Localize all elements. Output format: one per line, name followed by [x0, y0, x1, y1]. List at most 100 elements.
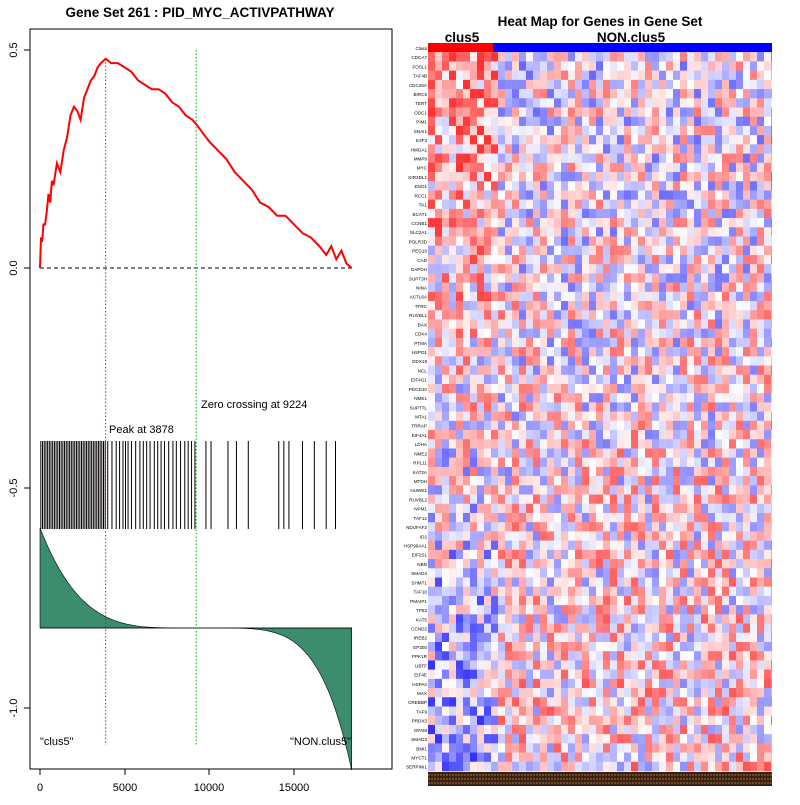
heat-cell: [568, 678, 575, 689]
heat-cell: [736, 291, 743, 302]
heat-cell: [470, 319, 477, 329]
heat-cell: [561, 439, 568, 449]
heat-cell: [722, 365, 729, 376]
heat-cell: [533, 144, 540, 154]
heat-cell: [533, 125, 540, 136]
heat-cell: [477, 356, 484, 366]
heat-cell: [617, 522, 624, 532]
heat-cell: [540, 439, 547, 449]
gene-label: EIF4E: [414, 673, 427, 678]
heat-cell: [645, 549, 652, 560]
heat-cell: [442, 752, 449, 763]
heat-cell: [484, 549, 491, 560]
heat-cell: [659, 605, 666, 615]
heat-cell: [428, 503, 435, 514]
heat-cell: [526, 448, 533, 458]
heat-cell: [624, 641, 631, 652]
heat-cell: [652, 402, 659, 412]
heat-cell: [498, 402, 505, 412]
heat-cell: [575, 218, 582, 228]
heat-cell: [477, 393, 484, 403]
heat-cell: [449, 559, 456, 569]
heat-cell: [526, 715, 533, 726]
heat-cell: [722, 466, 729, 477]
heat-cell: [652, 577, 659, 587]
heat-cell: [540, 337, 547, 348]
heat-cell: [750, 144, 757, 154]
heat-cell: [743, 374, 750, 385]
heat-cell: [491, 761, 498, 772]
heat-cell: [449, 540, 456, 551]
heat-cell: [554, 743, 561, 753]
heat-cell: [428, 190, 435, 200]
heat-cell: [512, 706, 519, 717]
heat-cell: [715, 697, 722, 707]
heat-cell: [526, 319, 533, 329]
heat-cell: [694, 245, 701, 256]
heat-cell: [771, 98, 772, 108]
heat-cell: [708, 559, 715, 569]
heat-cell: [491, 641, 498, 652]
heat-cell: [463, 264, 470, 274]
heat-cell: [610, 577, 617, 587]
heat-cell: [743, 135, 750, 145]
heat-cell: [449, 402, 456, 412]
heat-cell: [673, 512, 680, 523]
heat-cell: [771, 227, 772, 237]
heat-cell: [652, 549, 659, 560]
heat-cell: [533, 641, 540, 652]
heat-cell: [631, 466, 638, 477]
heat-cell: [736, 688, 743, 698]
heat-cell: [673, 273, 680, 283]
heat-cell: [659, 549, 666, 560]
heat-cell: [722, 236, 729, 247]
heat-cell: [603, 236, 610, 247]
heat-cell: [645, 430, 652, 440]
heat-cell: [547, 448, 554, 458]
heat-cell: [575, 52, 582, 62]
heat-cell: [533, 559, 540, 569]
heat-cell: [526, 356, 533, 366]
heat-cell: [694, 337, 701, 348]
heat-cell: [729, 70, 736, 81]
heat-cell: [708, 411, 715, 422]
heat-cell: [512, 402, 519, 412]
heat-cell: [673, 485, 680, 495]
heat-cell: [477, 761, 484, 772]
heat-cell: [463, 706, 470, 717]
heat-cell: [582, 559, 589, 569]
heat-cell: [505, 70, 512, 81]
heat-cell: [484, 494, 491, 505]
heat-cell: [498, 347, 505, 357]
heat-cell: [477, 476, 484, 486]
heat-cell: [463, 494, 470, 505]
heat-cell: [736, 503, 743, 514]
heat-cell: [519, 531, 526, 541]
heat-cell: [561, 172, 568, 182]
heat-cell: [687, 577, 694, 587]
heat-cell: [722, 448, 729, 458]
gene-label: CDK4: [415, 332, 428, 337]
heat-cell: [652, 254, 659, 265]
heat-cell: [568, 135, 575, 145]
heat-cell: [610, 559, 617, 569]
heat-cell: [519, 402, 526, 412]
heat-cell: [757, 651, 764, 661]
heat-cell: [659, 153, 666, 164]
heat-cell: [701, 254, 708, 265]
heat-cell: [533, 107, 540, 118]
heat-cell: [715, 641, 722, 652]
heat-cell: [463, 337, 470, 348]
heat-cell: [624, 337, 631, 348]
heat-cell: [554, 595, 561, 606]
heat-cell: [519, 199, 526, 210]
heat-cell: [589, 697, 596, 707]
heat-cell: [673, 623, 680, 634]
heat-cell: [463, 734, 470, 744]
heat-cell: [715, 236, 722, 247]
heat-cell: [582, 61, 589, 71]
heat-cell: [582, 181, 589, 191]
heat-cell: [435, 430, 442, 440]
heat-cell: [547, 678, 554, 689]
heat-cell: [575, 144, 582, 154]
